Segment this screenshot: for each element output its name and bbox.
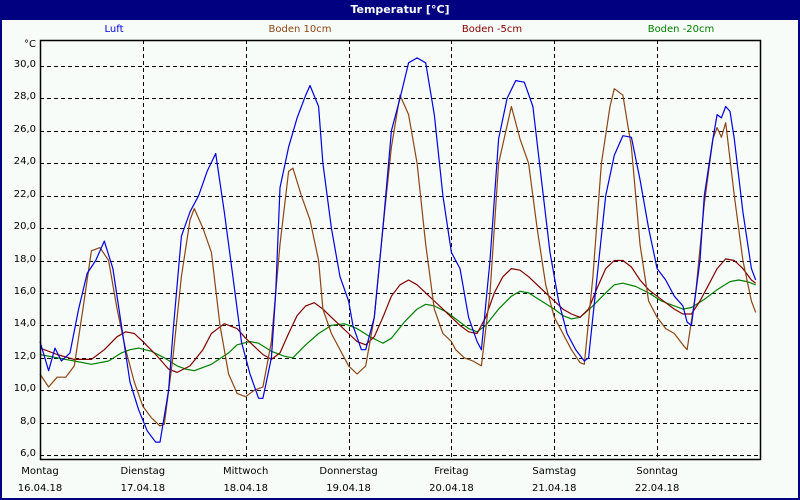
series-line-boden-10cm — [39, 88, 757, 427]
x-tick-date: 16.04.18 — [17, 483, 63, 494]
window-title: Temperatur [°C] — [0, 0, 800, 20]
plot-frame — [39, 39, 762, 461]
x-tick-date: 17.04.18 — [120, 483, 166, 494]
x-tick-day: Mittwoch — [223, 466, 269, 477]
y-tick-label: 28,0 — [13, 91, 36, 103]
x-tick-date: 20.04.18 — [429, 483, 474, 494]
x-tick-date: 21.04.18 — [532, 483, 577, 494]
y-tick-label: 14,0 — [13, 318, 36, 330]
y-tick-label: 8,0 — [20, 415, 36, 427]
series-line-luft — [39, 57, 757, 443]
y-tick-label: 20,0 — [13, 221, 36, 233]
x-tick-day: Dienstag — [120, 466, 166, 477]
x-tick-day: Donnerstag — [319, 466, 378, 477]
y-tick-label: 26,0 — [13, 123, 36, 135]
y-tick-label: 18,0 — [13, 253, 36, 265]
x-tick-date: 18.04.18 — [223, 483, 268, 494]
x-tick-date: 22.04.18 — [634, 483, 680, 494]
x-tick-day: Montag — [21, 466, 59, 477]
y-tick-label: 24,0 — [13, 156, 36, 168]
x-tick-date: 19.04.18 — [326, 483, 371, 494]
series-line-boden-20cm — [39, 279, 756, 372]
x-tick-day: Sonntag — [636, 466, 678, 477]
y-axis-unit: °C — [24, 39, 36, 50]
y-tick-label: 16,0 — [13, 285, 36, 297]
legend-item-luft: Luft — [104, 24, 124, 35]
y-tick-label: 22,0 — [13, 188, 36, 200]
y-tick-label: 12,0 — [13, 350, 36, 362]
y-tick-label: 30,0 — [13, 59, 36, 70]
legend-item-boden-5cm: Boden -5cm — [461, 24, 523, 35]
x-tick-day: Freitag — [434, 466, 469, 477]
x-tick-day: Samstag — [532, 466, 577, 477]
legend-item-boden-20cm: Boden -20cm — [647, 24, 715, 35]
y-tick-label: 10,0 — [13, 383, 36, 395]
y-tick-label: 6,0 — [20, 448, 36, 460]
series-line-boden-5cm — [39, 258, 757, 373]
legend-item-boden-10cm: Boden 10cm — [268, 24, 332, 35]
